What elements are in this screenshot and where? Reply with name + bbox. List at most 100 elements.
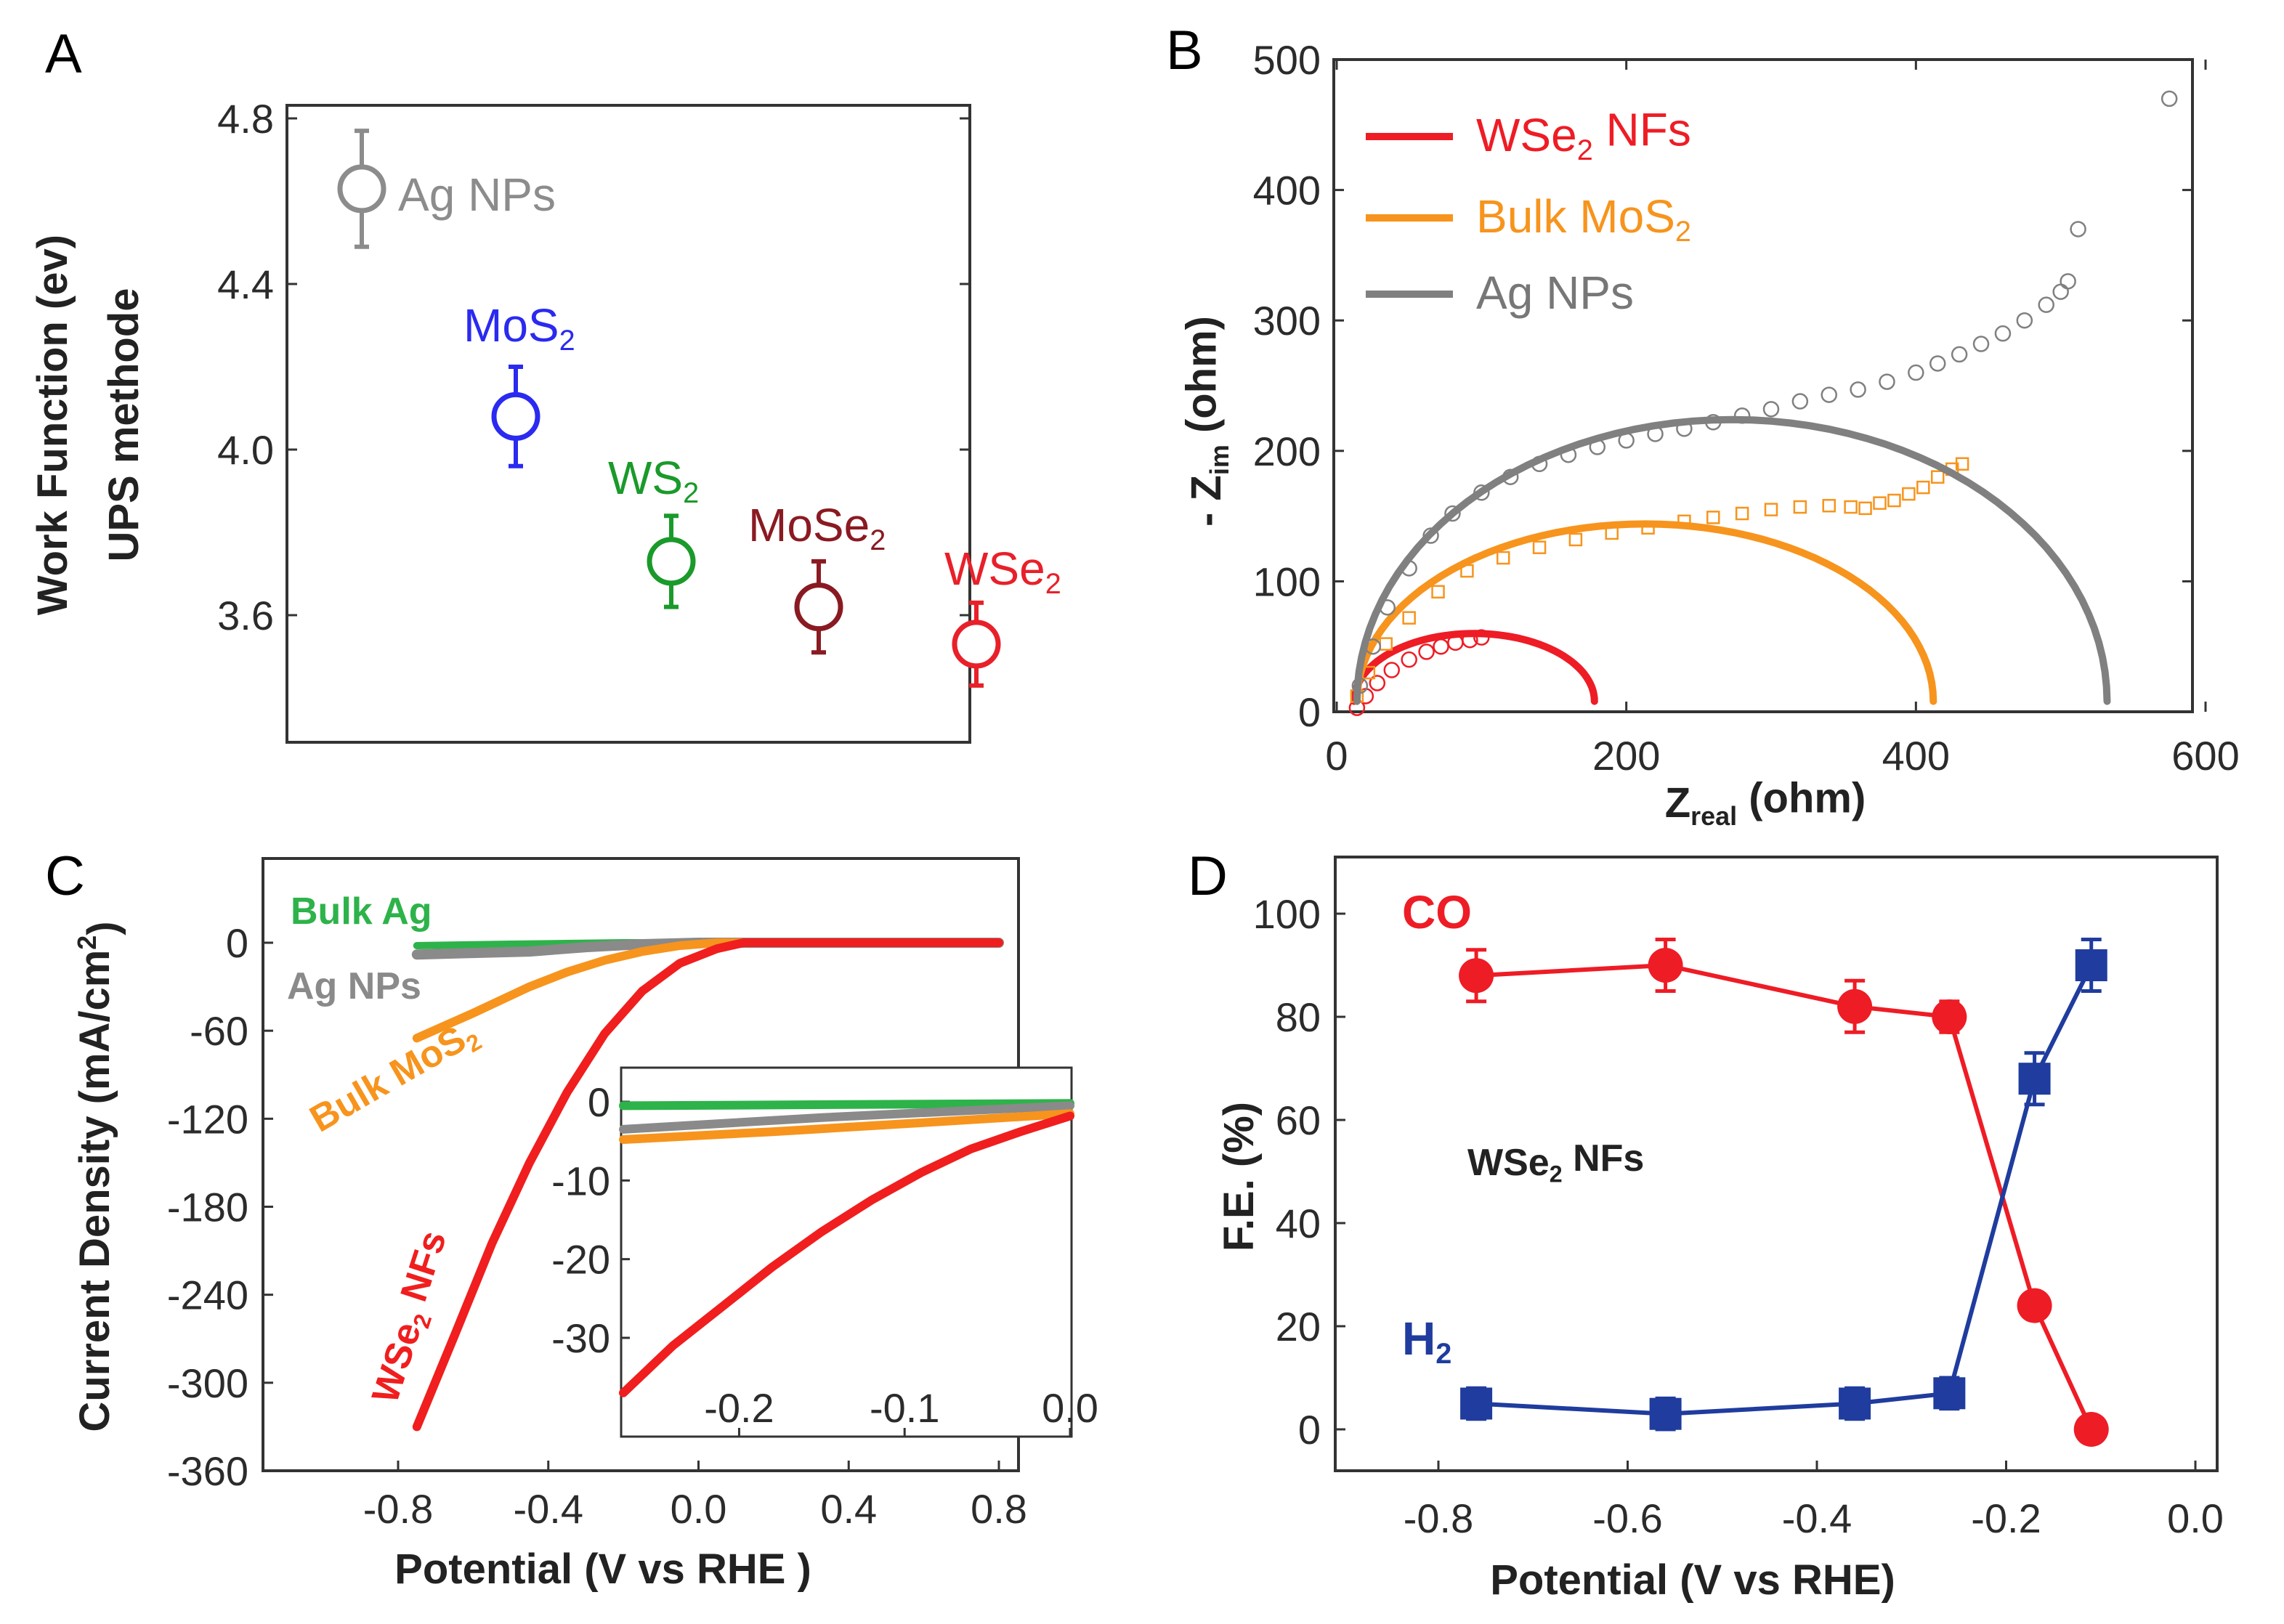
x-axis-label-sub: real (1690, 801, 1737, 831)
y-tick-label: -300 (167, 1360, 248, 1406)
y-tick-label: 40 (1276, 1201, 1321, 1246)
series-line (412, 938, 1003, 1432)
data-point-marker (1822, 498, 1836, 513)
point-label-sub: 2 (683, 477, 699, 509)
data-point-marker (2038, 296, 2054, 313)
x-tick-label: 200 (1592, 733, 1660, 779)
x-axis-label: Potential (V vs RHE) (1490, 1556, 1895, 1604)
data-point-marker (1401, 560, 1417, 577)
data-point-marker (1764, 503, 1778, 516)
data-point-marker (2016, 312, 2033, 329)
series-label-wse2-nfs: WSe2 NFs (360, 1226, 462, 1410)
y-axis-label: F.E. (%) (1215, 1102, 1263, 1251)
x-tick-label: -0.4 (1782, 1495, 1852, 1541)
x-tick-label: -0.8 (363, 1486, 434, 1532)
plot-frame (1334, 856, 2219, 1472)
data-point-marker (2073, 1412, 2109, 1447)
data-point-marker (1648, 948, 1683, 983)
data-point-marker (1422, 527, 1439, 544)
data-point-marker (1706, 511, 1720, 524)
inset-x-tick-label: -0.1 (870, 1385, 940, 1431)
data-point-marker (1531, 455, 1548, 473)
data-point-marker (1401, 651, 1417, 668)
data-point-marker (2018, 1063, 2051, 1095)
series-line (1475, 962, 2094, 1431)
data-point-marker (1379, 637, 1393, 651)
data-point-marker (1647, 426, 1664, 442)
data-point-marker (1932, 999, 1967, 1034)
legend-label-main: Bulk MoS (1476, 190, 1675, 243)
data-point-marker (1462, 631, 1478, 649)
data-point-marker (1641, 521, 1655, 535)
data-point-marker (1433, 638, 1449, 655)
fit-curve (1353, 520, 1937, 705)
inset-series-line (619, 1111, 1074, 1397)
inset-y-tick-label: -30 (551, 1315, 610, 1361)
y-axis-label-main: - Z (1183, 475, 1230, 527)
data-point-marker (1839, 1387, 1871, 1420)
series-label-h2: H2 (1402, 1312, 1451, 1370)
data-point-marker (1364, 638, 1382, 655)
inset-series-line (619, 1101, 1074, 1134)
y-tick-label: 4.4 (217, 261, 274, 307)
series-label-ag-nps: Ag NPs (287, 965, 421, 1007)
x-tick-label: 400 (1882, 733, 1950, 779)
y-axis-label: Work Function (ev) (29, 235, 76, 615)
data-point-marker (1844, 500, 1858, 514)
data-point-marker (2070, 221, 2086, 237)
x-tick-label: -0.4 (514, 1486, 584, 1532)
inset-x-tick-label: -0.2 (704, 1385, 774, 1431)
data-point-marker (2060, 273, 2076, 290)
panel-label-d: D (1188, 845, 1228, 907)
y-axis-label-sub: im (1204, 444, 1234, 475)
data-point-marker (1502, 468, 1519, 485)
y-tick-label: -60 (190, 1008, 248, 1054)
y-tick-label: 4.8 (217, 96, 274, 142)
x-axis-label-suffix: (ohm) (1737, 774, 1866, 821)
data-point-marker (1705, 414, 1722, 431)
data-point-marker (2052, 283, 2069, 300)
data-point-marker (1887, 493, 1901, 508)
data-point-marker (1676, 421, 1693, 437)
y-tick-label: -120 (167, 1096, 248, 1142)
data-point-marker (1677, 514, 1691, 529)
data-point-marker (1735, 506, 1749, 521)
point-label: WSe2 (944, 543, 1061, 600)
point-label-main: Ag NPs (398, 169, 556, 221)
series-label-co: CO (1402, 886, 1472, 938)
data-point-marker (1908, 364, 1924, 381)
y-tick-label: 100 (1253, 559, 1321, 604)
y-tick-label: 0 (1298, 689, 1321, 735)
panel-label-c: C (45, 845, 85, 907)
data-point-marker (1351, 677, 1369, 694)
data-point-marker (1930, 470, 1945, 484)
data-point-marker (1955, 457, 1969, 471)
x-tick-label: 0.0 (2167, 1495, 2224, 1541)
data-point-marker (1496, 551, 1510, 565)
data-point-marker (1402, 611, 1416, 625)
inset-series-line (619, 1099, 1074, 1111)
data-point-marker (1951, 346, 1968, 363)
y-tick-label: -360 (167, 1448, 248, 1494)
legend-label: Ag NPs (1476, 267, 1634, 319)
y-tick-label: 80 (1276, 994, 1321, 1040)
series-label-h2-sub: 2 (1435, 1338, 1451, 1370)
x-axis-label: Zreal (ohm) (1665, 774, 1866, 830)
panel-a-work-function: 3.6 4.0 4.4 4.8 Work Function (ev) UPS method… (29, 96, 1061, 744)
panel-d-faradaic-efficiency: -0.8 -0.6 -0.4 -0.2 0.0 0 20 40 60 80 100 Potential… (1215, 856, 2224, 1604)
data-point-marker (491, 391, 540, 441)
y-axis-label-suffix: (ohm) (1178, 316, 1225, 444)
data-point-marker (1929, 355, 1946, 372)
data-point-marker (1837, 988, 1873, 1024)
data-point-marker (1473, 629, 1490, 646)
point-label: MoS2 (463, 299, 575, 357)
data-point-marker (1532, 540, 1547, 554)
y-tick-label: 4.0 (217, 427, 274, 473)
data-point-marker (1793, 500, 1807, 514)
point-label: WS2 (608, 452, 699, 509)
data-point-marker (1902, 487, 1916, 501)
data-point-marker (1589, 439, 1606, 455)
x-tick-label: 0.8 (971, 1486, 1027, 1532)
data-point-marker (1994, 325, 2012, 342)
